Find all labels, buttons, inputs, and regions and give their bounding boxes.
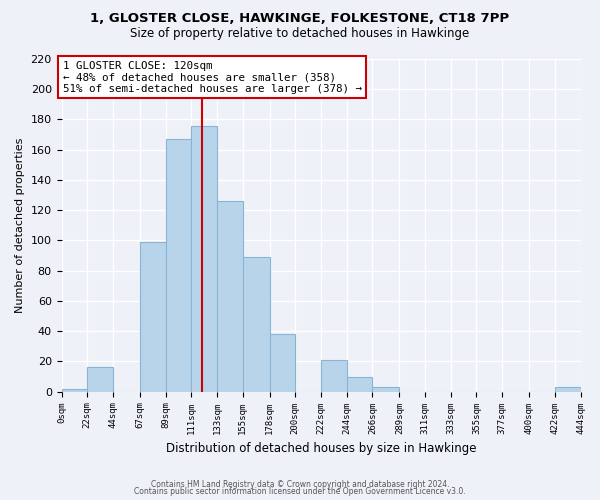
Bar bbox=[243, 257, 269, 392]
Bar bbox=[347, 376, 373, 392]
Bar bbox=[373, 387, 400, 392]
Bar bbox=[87, 368, 113, 392]
Bar bbox=[191, 126, 217, 392]
Bar bbox=[166, 139, 191, 392]
Y-axis label: Number of detached properties: Number of detached properties bbox=[15, 138, 25, 313]
Bar bbox=[217, 201, 243, 392]
Text: Size of property relative to detached houses in Hawkinge: Size of property relative to detached ho… bbox=[130, 28, 470, 40]
Text: Contains HM Land Registry data © Crown copyright and database right 2024.: Contains HM Land Registry data © Crown c… bbox=[151, 480, 449, 489]
Bar bbox=[555, 387, 581, 392]
Bar bbox=[269, 334, 295, 392]
Bar bbox=[321, 360, 347, 392]
Text: Contains public sector information licensed under the Open Government Licence v3: Contains public sector information licen… bbox=[134, 488, 466, 496]
Text: 1 GLOSTER CLOSE: 120sqm
← 48% of detached houses are smaller (358)
51% of semi-d: 1 GLOSTER CLOSE: 120sqm ← 48% of detache… bbox=[62, 60, 362, 94]
Text: 1, GLOSTER CLOSE, HAWKINGE, FOLKESTONE, CT18 7PP: 1, GLOSTER CLOSE, HAWKINGE, FOLKESTONE, … bbox=[91, 12, 509, 26]
Bar bbox=[140, 242, 166, 392]
Bar bbox=[62, 388, 87, 392]
X-axis label: Distribution of detached houses by size in Hawkinge: Distribution of detached houses by size … bbox=[166, 442, 476, 455]
